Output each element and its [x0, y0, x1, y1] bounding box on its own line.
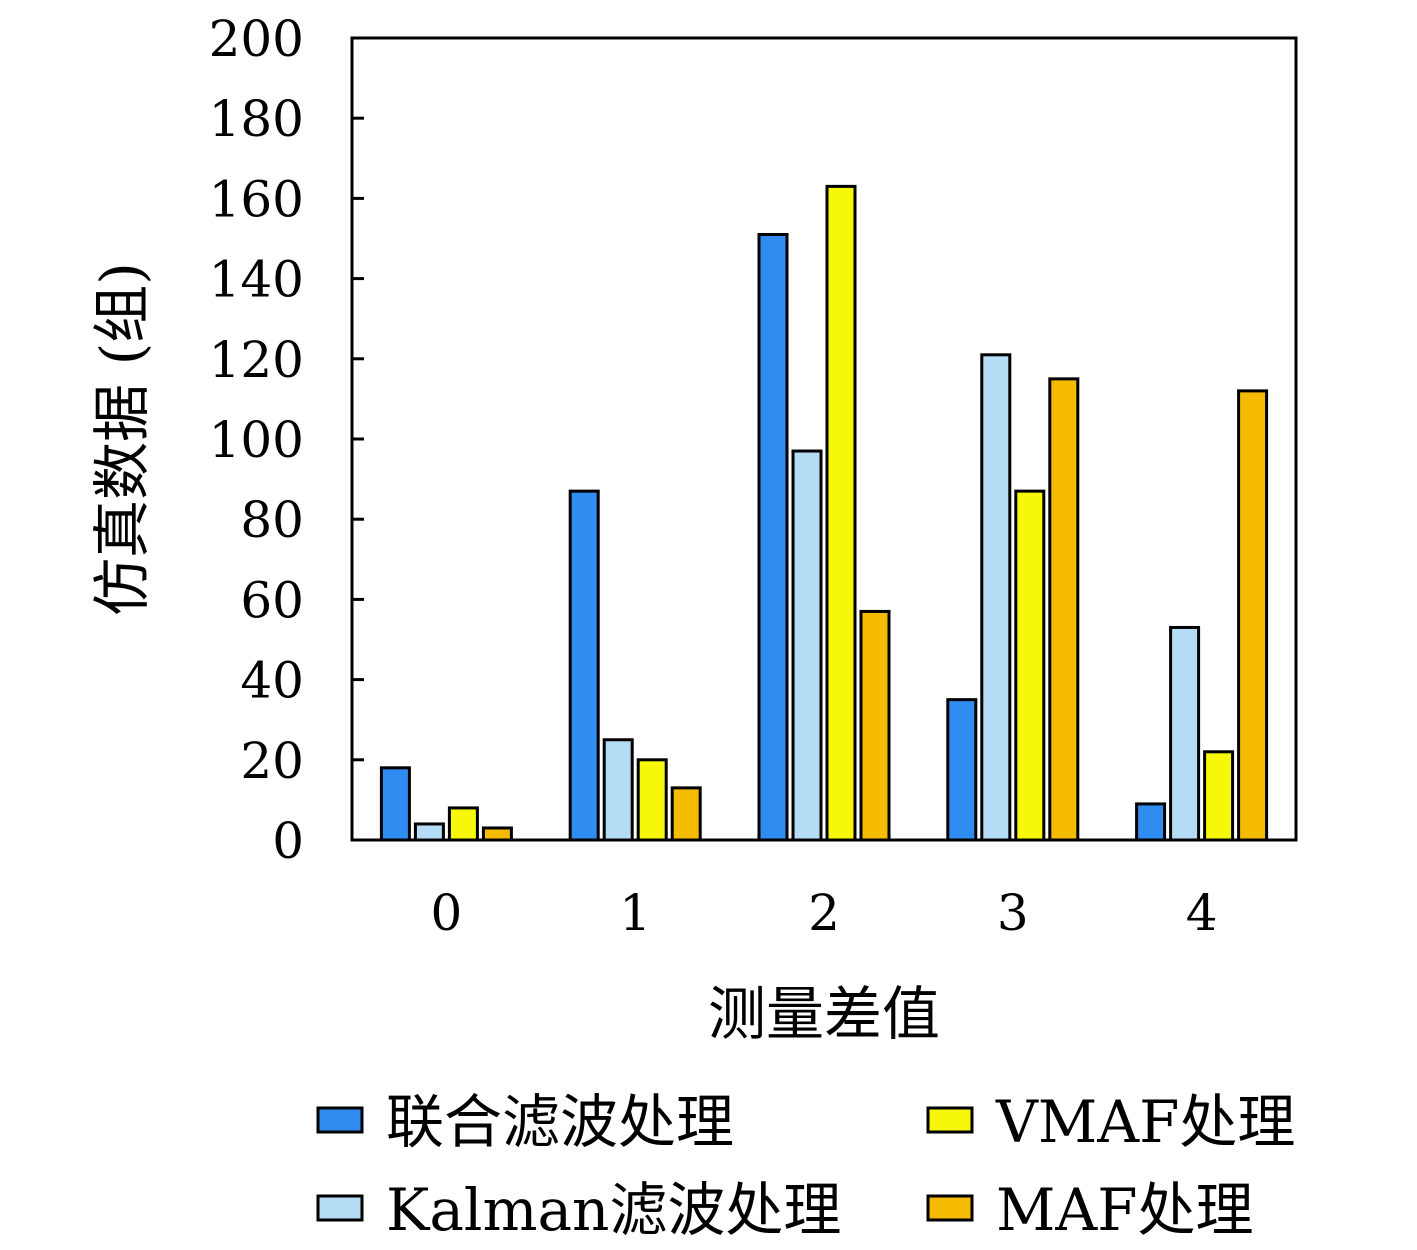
- y-tick-label: 180: [209, 90, 304, 148]
- legend-label-1: 联合滤波处理: [386, 1088, 734, 1156]
- y-tick-label: 80: [240, 491, 304, 549]
- bar-series-4-cat-4: [1237, 389, 1269, 842]
- x-tick-label: 3: [997, 884, 1029, 942]
- y-tick-label: 120: [209, 331, 304, 389]
- bar-series-2-cat-1: [602, 738, 634, 842]
- bar-series-2-cat-0: [413, 822, 445, 842]
- y-axis-title: 仿真数据 (组): [88, 262, 156, 616]
- bar-series-3-cat-2: [825, 184, 857, 842]
- legend-label-2: Kalman滤波处理: [386, 1176, 841, 1244]
- bar-series-2-cat-4: [1169, 625, 1201, 842]
- y-tick-label: 140: [209, 251, 304, 309]
- bars-layer: [379, 184, 1269, 842]
- y-tick-label: 160: [209, 170, 304, 228]
- bar-series-2-cat-2: [791, 449, 823, 842]
- y-axis-ticks: 0 20 40 60 80 100 120 140 160 180 200: [209, 10, 364, 870]
- legend-swatch-4: [926, 1194, 974, 1222]
- x-tick-label: 4: [1186, 884, 1218, 942]
- bar-series-1-cat-3: [946, 698, 978, 842]
- legend-swatch-1: [316, 1106, 364, 1134]
- y-tick-label: 40: [240, 652, 304, 710]
- y-tick-label: 20: [240, 732, 304, 790]
- legend-label-4: MAF处理: [996, 1176, 1254, 1244]
- x-axis-ticks: 0 1 2 3 4: [430, 884, 1217, 942]
- legend-swatch-3: [926, 1106, 974, 1134]
- bar-series-1-cat-1: [568, 489, 600, 842]
- x-tick-label: 2: [808, 884, 840, 942]
- bar-series-4-cat-2: [859, 609, 891, 842]
- bar-series-4-cat-0: [481, 826, 513, 842]
- x-tick-label: 1: [619, 884, 651, 942]
- bar-series-4-cat-1: [670, 786, 702, 842]
- y-tick-label: 60: [240, 571, 304, 629]
- bar-series-2-cat-3: [980, 353, 1012, 842]
- legend-swatch-2: [316, 1194, 364, 1222]
- bar-series-4-cat-3: [1048, 377, 1080, 842]
- bar-series-3-cat-3: [1014, 489, 1046, 842]
- plot-area-frame: [350, 36, 1298, 842]
- bar-series-3-cat-1: [636, 758, 668, 842]
- x-axis-title: 测量差值: [708, 980, 940, 1048]
- y-tick-label: 200: [209, 10, 304, 68]
- legend-label-3: VMAF处理: [995, 1088, 1295, 1156]
- x-tick-label: 0: [430, 884, 462, 942]
- bar-series-3-cat-4: [1203, 750, 1235, 842]
- bar-series-3-cat-0: [447, 806, 479, 842]
- bar-series-1-cat-2: [757, 232, 789, 842]
- legend: 联合滤波处理 Kalman滤波处理 VMAF处理 MAF处理: [316, 1088, 1295, 1244]
- y-tick-label: 100: [209, 411, 304, 469]
- bar-series-1-cat-0: [379, 766, 411, 842]
- bar-series-1-cat-4: [1135, 802, 1167, 842]
- y-tick-label: 0: [272, 812, 304, 870]
